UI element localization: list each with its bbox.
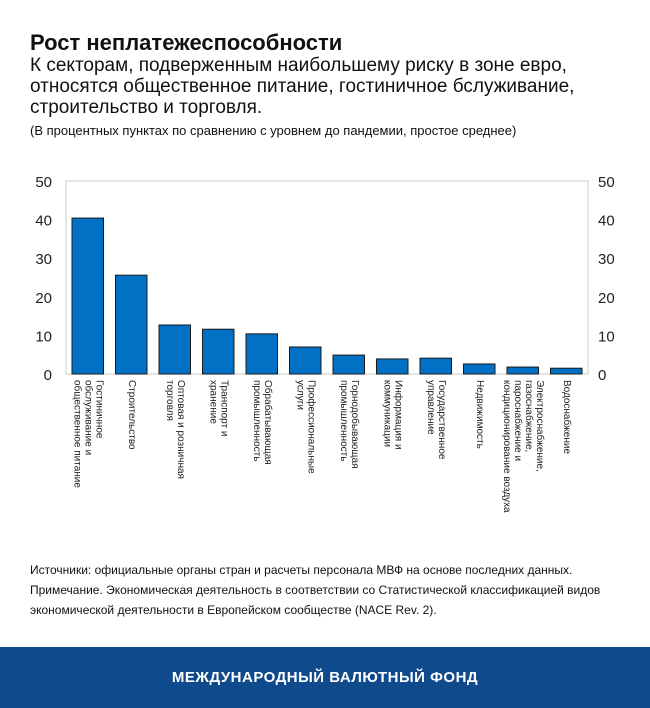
bar (376, 358, 409, 375)
y-tick-left: 20 (35, 290, 52, 307)
imf-footer-logo: МЕЖДУНАРОДНЫЙ ВАЛЮТНЫЙ ФОНД (0, 647, 650, 708)
x-tick-label: Водоснабжение (560, 380, 572, 455)
bar (245, 333, 278, 375)
plot-frame (65, 180, 589, 375)
y-tick-right: 40 (598, 213, 615, 230)
x-tick-label: Горнодобывающая промышленность (337, 380, 360, 469)
bar-chart: 0 0 10 10 20 20 30 30 40 40 50 50 (35, 174, 615, 384)
x-tick-label: Обрабатывающая промышленность (250, 380, 273, 465)
chart-note: (В процентных пунктах по сравнению с уро… (30, 123, 517, 138)
chart-title: Рост неплатежеспособности (30, 30, 343, 55)
bar (332, 354, 365, 375)
bar (289, 346, 322, 375)
bar (463, 363, 496, 375)
sources-text: Источники: официальные органы стран и ра… (30, 563, 573, 577)
footer-text: МЕЖДУНАРОДНЫЙ ВАЛЮТНЫЙ ФОНД (171, 669, 479, 686)
x-tick-label: Оптовая и розничная торговля (163, 380, 186, 479)
bar (158, 324, 191, 375)
y-tick-left: 0 (44, 367, 52, 384)
y-tick-left: 30 (35, 251, 52, 268)
y-tick-right: 10 (598, 328, 615, 345)
x-tick-label: Электроснабжение, газоснабжение, паросна… (500, 380, 545, 513)
bar (115, 274, 148, 375)
x-tick-label: Недвижимость (473, 380, 485, 449)
y-tick-left: 10 (35, 328, 52, 345)
x-tick-label: Профессиональные услуги (294, 380, 317, 474)
x-tick-label: Информация и коммуникации (381, 380, 404, 450)
x-tick-label: Транспорт и хранение (207, 380, 230, 437)
sources: Источники: официальные органы стран и ра… (30, 560, 630, 620)
chart-subtitle: К секторам, подверженным наибольшему рис… (30, 55, 575, 118)
bar (419, 357, 452, 375)
bar (506, 366, 539, 375)
x-tick-label: Гостиничное обслуживание и общественное … (71, 380, 105, 488)
x-tick-label: Государственное управление (424, 380, 447, 460)
bar (550, 367, 583, 375)
x-tick-label: Строительство (125, 380, 137, 450)
bar (202, 328, 235, 375)
y-tick-left: 40 (35, 213, 52, 230)
y-tick-right: 30 (598, 251, 615, 268)
y-tick-right: 0 (598, 367, 606, 384)
y-tick-right: 20 (598, 290, 615, 307)
y-tick-right: 50 (598, 174, 615, 191)
y-tick-left: 50 (35, 174, 52, 191)
bar (71, 217, 104, 375)
footnote-text: Примечание. Экономическая деятельность в… (30, 583, 601, 617)
